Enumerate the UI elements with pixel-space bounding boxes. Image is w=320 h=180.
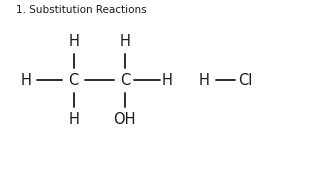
Text: H: H <box>199 73 210 88</box>
Text: OH: OH <box>114 112 136 127</box>
Text: H: H <box>68 34 79 49</box>
Text: H: H <box>21 73 32 88</box>
Text: H: H <box>68 112 79 127</box>
Text: 1. Substitution Reactions: 1. Substitution Reactions <box>16 5 147 15</box>
Text: Cl: Cl <box>238 73 253 88</box>
Text: H: H <box>162 73 172 88</box>
Text: C: C <box>68 73 79 88</box>
Text: H: H <box>119 34 130 49</box>
Text: C: C <box>120 73 130 88</box>
